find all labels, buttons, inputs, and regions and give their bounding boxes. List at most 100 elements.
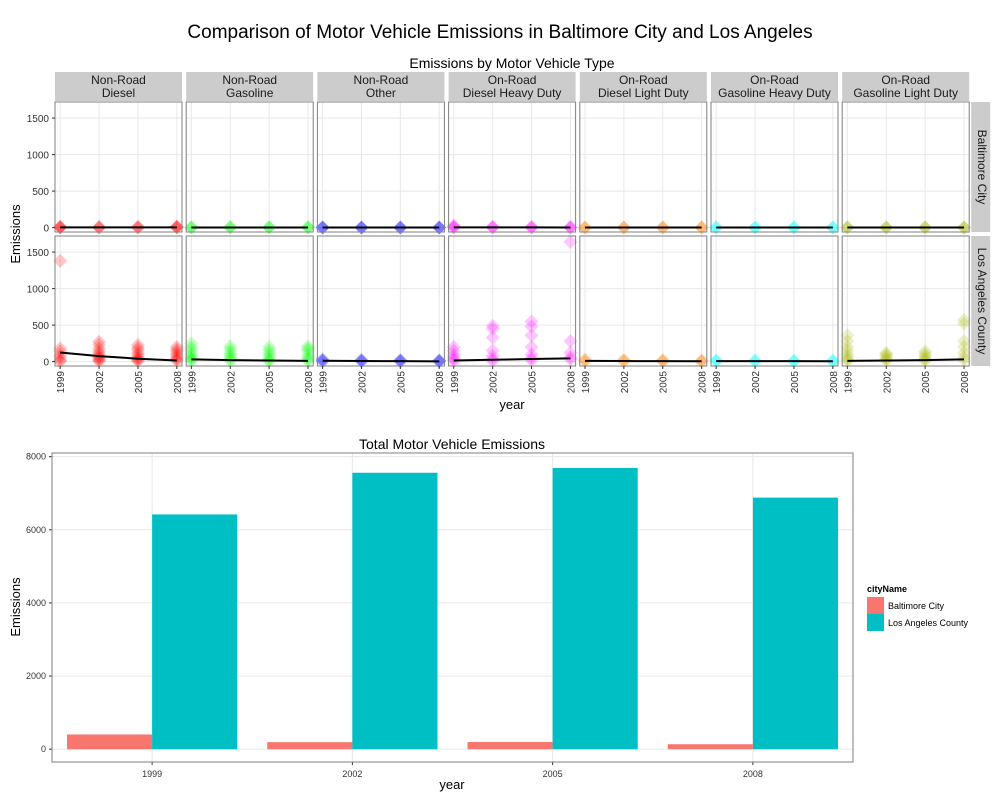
- y-tick-label: 500: [32, 321, 49, 332]
- bar: [267, 742, 353, 750]
- x-tick-label: 2008: [829, 371, 840, 394]
- facet-chart: Emissions by Motor Vehicle Type Emission…: [8, 55, 991, 412]
- data-point: [524, 314, 539, 329]
- trend-line: [191, 358, 309, 362]
- x-tick-label: 1999: [712, 371, 723, 394]
- trend-line: [322, 359, 440, 363]
- x-tick-label: 2005: [543, 769, 563, 779]
- y-tick-label: 4000: [26, 598, 46, 608]
- data-point: [485, 343, 500, 358]
- facet-panel: [711, 102, 838, 232]
- facet-strip-label: Gasoline Heavy Duty: [718, 86, 831, 100]
- data-point: [169, 344, 184, 359]
- x-tick-label: 2002: [357, 371, 368, 394]
- x-tick-label: 2002: [882, 371, 893, 394]
- bar: [152, 514, 238, 750]
- data-point: [918, 350, 933, 365]
- data-point: [315, 352, 330, 367]
- facet-strip: [317, 72, 445, 101]
- data-point: [92, 341, 107, 356]
- bar: [352, 472, 438, 750]
- data-point: [485, 353, 500, 368]
- data-point: [524, 340, 539, 355]
- data-point: [169, 352, 184, 367]
- facet-panel-border: [710, 235, 839, 367]
- facet-strip-label: Non-Road: [354, 73, 409, 87]
- data-point: [262, 348, 277, 363]
- data-point: [262, 340, 277, 355]
- data-point: [563, 234, 578, 249]
- facet-strip-label: Non-Road: [91, 73, 146, 87]
- bar-plot-border: [51, 452, 854, 763]
- data-point: [130, 342, 145, 357]
- legend-swatch: [867, 597, 884, 614]
- x-tick-label: 1999: [142, 769, 162, 779]
- facet-panel: [842, 236, 970, 366]
- data-point: [825, 354, 840, 369]
- data-point: [446, 352, 461, 367]
- x-tick-label: 2005: [659, 371, 670, 394]
- data-point: [694, 354, 709, 369]
- data-point: [223, 342, 238, 357]
- data-point: [446, 218, 461, 233]
- facet-strip-label: On-Road: [619, 73, 668, 87]
- bar-plot: 0 2000 4000 6000 8000 1999 2002 2005 2008: [26, 452, 854, 779]
- data-point: [485, 321, 500, 336]
- data-point: [879, 347, 894, 362]
- facet-panel-border: [579, 235, 708, 367]
- data-point: [301, 347, 316, 362]
- data-point: [184, 350, 199, 365]
- facet-row-strip: [971, 102, 991, 232]
- data-point: [840, 334, 855, 349]
- data-point: [840, 340, 855, 355]
- data-point: [709, 353, 724, 368]
- data-point: [840, 328, 855, 343]
- facet-panel: [842, 102, 970, 232]
- y-tick-label: 0: [43, 358, 49, 369]
- data-point: [53, 253, 68, 268]
- facet-panel-border: [710, 101, 839, 233]
- x-tick-label: 2002: [489, 371, 500, 394]
- bar: [552, 467, 638, 750]
- facet-panel: [711, 236, 838, 366]
- data-point: [92, 354, 107, 369]
- x-tick-label: 2008: [743, 769, 763, 779]
- facet-panel: [186, 102, 314, 232]
- bar: [752, 497, 838, 750]
- data-point: [840, 343, 855, 358]
- facet-panel-border: [316, 101, 445, 233]
- data-point: [184, 336, 199, 351]
- data-point: [92, 334, 107, 349]
- bar: [67, 734, 153, 750]
- data-point: [485, 330, 500, 345]
- x-tick-label: 2008: [960, 371, 971, 394]
- data-point: [957, 334, 972, 349]
- data-point: [446, 220, 461, 235]
- data-point: [262, 342, 277, 357]
- facet-strip-label: Other: [366, 86, 396, 100]
- bar-x-axis-label: year: [439, 777, 465, 792]
- x-tick-label: 2005: [790, 371, 801, 394]
- facet-strip-label: Diesel Heavy Duty: [463, 86, 562, 100]
- bar-y-axis-label: Emissions: [8, 577, 23, 637]
- facet-strip-label: Non-Road: [222, 73, 277, 87]
- x-tick-label: 2008: [435, 371, 446, 394]
- data-point: [53, 353, 68, 368]
- legend: cityName Baltimore City Los Angeles Count…: [867, 584, 969, 631]
- data-point: [485, 318, 500, 333]
- facet-row-label: Los Angeles County: [975, 248, 989, 355]
- facet-panel: [55, 102, 182, 232]
- y-tick-label: 500: [32, 187, 49, 198]
- data-point: [130, 350, 145, 365]
- data-point: [53, 354, 68, 369]
- data-point: [130, 345, 145, 360]
- data-point: [563, 220, 578, 235]
- facet-panel-border: [185, 101, 314, 233]
- facet-strip-label: Diesel Light Duty: [598, 86, 689, 100]
- data-point: [53, 344, 68, 359]
- facet-panel: [186, 236, 314, 366]
- trend-line: [60, 351, 177, 362]
- x-tick-label: 2008: [698, 371, 709, 394]
- x-tick-label: 2005: [921, 371, 932, 394]
- data-point: [446, 219, 461, 234]
